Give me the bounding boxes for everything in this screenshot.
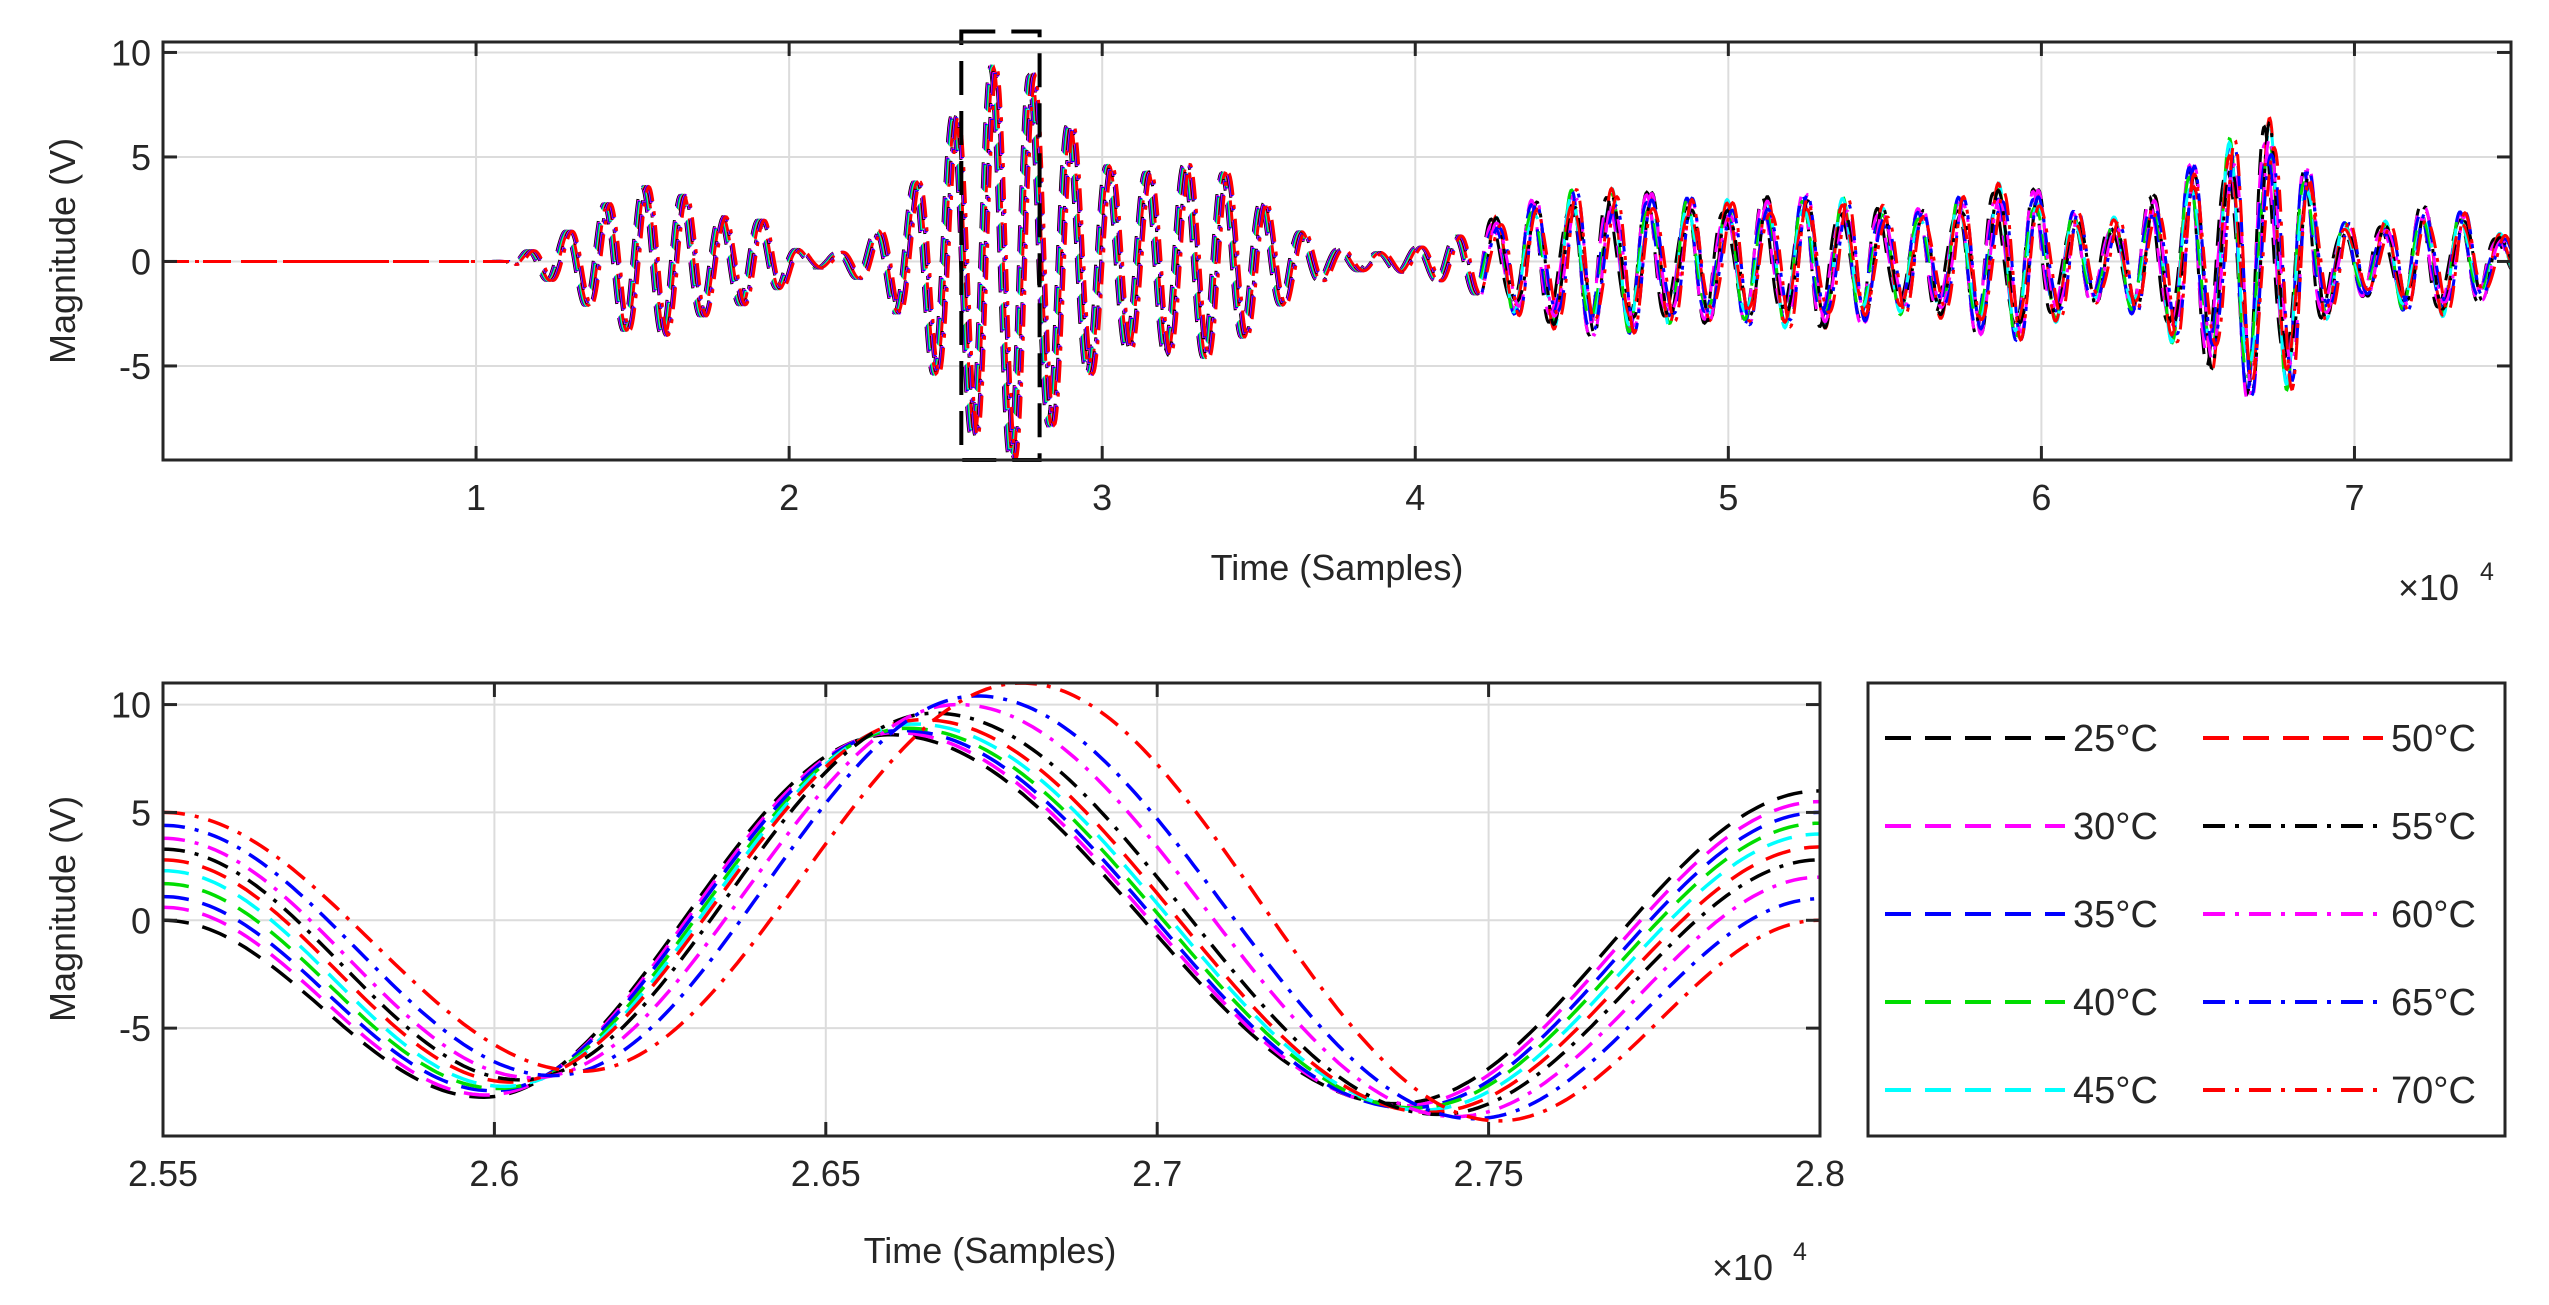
series-line-65°C	[163, 694, 1820, 1121]
legend: 25°C 30°C 35°C 40°C 45°C 50°C 55°C 60°C 65°C 70°C	[1866, 681, 2507, 1138]
series-line-55°C	[163, 711, 1820, 1117]
bottom-lines	[163, 683, 1820, 1123]
top-axes-frame	[161, 40, 2513, 462]
top-x-axis-label: Time (Samples)	[1211, 547, 1464, 588]
series-line-50°C	[163, 717, 1820, 1114]
x-tick-label: 6	[2031, 477, 2051, 518]
top-y-tick-labels: -5 0 5 10	[111, 32, 151, 387]
bottom-x-tick-labels: 2.55 2.6 2.65 2.7 2.75 2.8	[128, 1153, 1845, 1194]
series-line-30°C	[163, 730, 1820, 1108]
bottom-x-axis-label: Time (Samples)	[864, 1230, 1117, 1271]
top-grid	[163, 42, 2511, 460]
series-line-35°C	[163, 728, 1820, 1110]
series-line-70°C	[163, 683, 1820, 1123]
y-tick-label: 10	[111, 685, 151, 726]
series-line-25°C	[163, 733, 1820, 1106]
legend-label: 50°C	[2391, 718, 2476, 760]
y-tick-label: 5	[131, 792, 151, 833]
x-tick-label: 2.6	[469, 1153, 519, 1194]
x-tick-label: 2.8	[1795, 1153, 1845, 1194]
x-tick-label: 2.7	[1132, 1153, 1182, 1194]
legend-label: 45°C	[2073, 1070, 2158, 1112]
bottom-y-tick-labels: -5 0 5 10	[111, 685, 151, 1050]
top-x-exponent-power: 4	[2480, 558, 2494, 586]
top-ticks	[163, 42, 2511, 460]
legend-label: 65°C	[2391, 982, 2476, 1024]
legend-label: 60°C	[2391, 894, 2476, 936]
legend-label: 25°C	[2073, 718, 2158, 760]
bottom-axes-frame	[161, 681, 1822, 1138]
y-tick-label: 0	[131, 241, 151, 282]
bottom-x-exponent-power: 4	[1793, 1238, 1807, 1266]
bottom-ticks	[161, 683, 1822, 1136]
x-tick-label: 4	[1405, 477, 1425, 518]
x-tick-label: 3	[1092, 477, 1112, 518]
series-line-60°C	[163, 702, 1820, 1119]
legend-items: 25°C 30°C 35°C 40°C 45°C 50°C 55°C 60°C 65°C 70°C	[1885, 718, 2476, 1112]
y-tick-label: 5	[131, 137, 151, 178]
bottom-axes-background	[163, 683, 1820, 1136]
legend-label: 40°C	[2073, 982, 2158, 1024]
x-tick-label: 5	[1718, 477, 1738, 518]
legend-label: 55°C	[2391, 806, 2476, 848]
y-tick-label: -5	[119, 1008, 151, 1049]
top-y-axis-label: Magnitude (V)	[42, 138, 83, 364]
series-line-70°C	[163, 66, 2511, 460]
legend-label: 30°C	[2073, 806, 2158, 848]
top-lines	[163, 63, 2511, 460]
bottom-panel: 2.55 2.6 2.65 2.7 2.75 2.8 -5 0 5 10 Time (Sampl…	[42, 681, 1845, 1288]
y-tick-label: -5	[119, 346, 151, 387]
y-tick-label: 0	[131, 900, 151, 941]
y-tick-label: 10	[111, 32, 151, 73]
top-x-exponent-base: ×10	[2398, 567, 2459, 608]
top-panel: 1 2 3 4 5 6 7 -5 0 5 10 Time (Samples) Magnitude …	[42, 29, 2513, 608]
series-line-40°C	[163, 726, 1820, 1110]
bottom-grid	[162, 683, 1821, 1136]
x-tick-label: 2	[779, 477, 799, 518]
legend-label: 70°C	[2391, 1070, 2476, 1112]
bottom-y-axis-label: Magnitude (V)	[42, 796, 83, 1022]
x-tick-label: 2.55	[128, 1153, 198, 1194]
top-x-tick-labels: 1 2 3 4 5 6 7	[466, 477, 2364, 518]
legend-label: 35°C	[2073, 894, 2158, 936]
x-tick-label: 2.65	[791, 1153, 861, 1194]
bottom-x-exponent-base: ×10	[1712, 1247, 1773, 1288]
x-tick-label: 1	[466, 477, 486, 518]
series-line-45°C	[163, 722, 1820, 1112]
x-tick-label: 2.75	[1454, 1153, 1524, 1194]
legend-box	[1866, 681, 2507, 1138]
x-tick-label: 7	[2344, 477, 2364, 518]
